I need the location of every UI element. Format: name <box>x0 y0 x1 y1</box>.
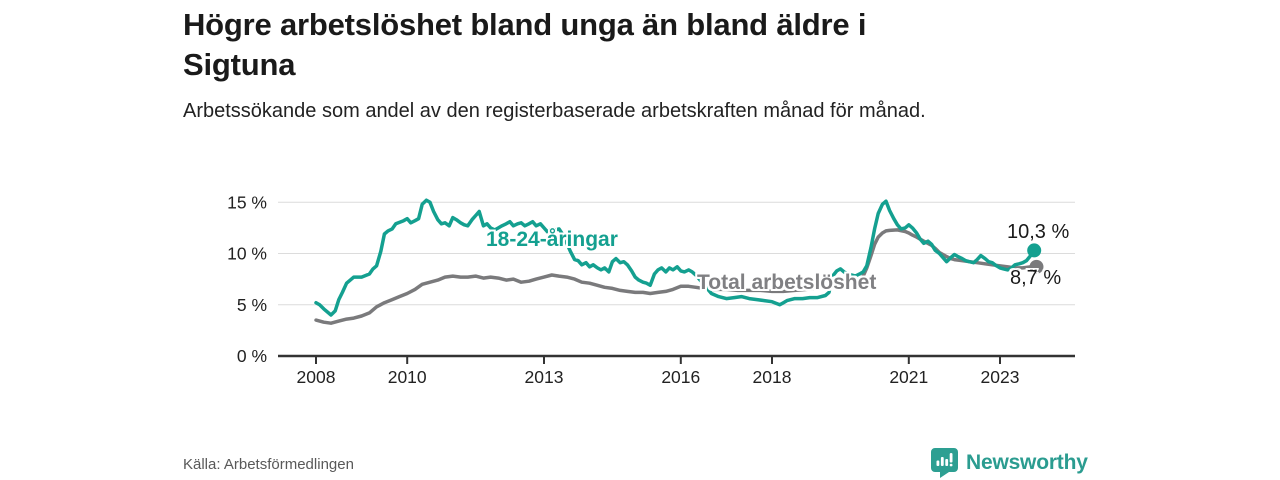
series-line-total <box>314 228 1039 325</box>
end-value-label-young: 10,3 % <box>1007 221 1070 243</box>
newsworthy-logo[interactable]: Newsworthy <box>930 447 1088 478</box>
series-label-young: 18-24-åringar <box>486 228 618 251</box>
newsworthy-logo-icon <box>930 447 959 478</box>
page-title: Högre arbetslöshet bland unga än bland ä… <box>183 5 1033 85</box>
page-title-line1: Högre arbetslöshet bland unga än bland ä… <box>183 7 867 42</box>
source-note: Källa: Arbetsförmedlingen <box>183 456 354 473</box>
newsworthy-logo-text: Newsworthy <box>966 450 1088 474</box>
x-tick-label: 2021 <box>889 367 928 387</box>
x-tick-label: 2013 <box>525 367 564 387</box>
page-title-line2: Sigtuna <box>183 47 296 82</box>
end-dot-total <box>1029 259 1044 274</box>
y-tick-label: 5 % <box>237 295 267 315</box>
end-dot-young <box>1027 243 1042 258</box>
y-tick-label: 0 % <box>237 346 267 366</box>
x-tick-label: 2010 <box>388 367 427 387</box>
x-tick-label: 2023 <box>981 367 1020 387</box>
x-tick-label: 2016 <box>661 367 700 387</box>
end-value-label-total: 8,7 % <box>1010 267 1062 289</box>
x-tick-label: 2008 <box>297 367 336 387</box>
y-tick-label: 10 % <box>227 244 267 264</box>
series-label-total: Total arbetslöshet <box>697 271 877 294</box>
series-line-young <box>314 198 1036 317</box>
y-tick-label: 15 % <box>227 192 267 212</box>
x-tick-label: 2018 <box>753 367 792 387</box>
chart-subtitle: Arbetssökande som andel av den registerb… <box>183 100 926 122</box>
